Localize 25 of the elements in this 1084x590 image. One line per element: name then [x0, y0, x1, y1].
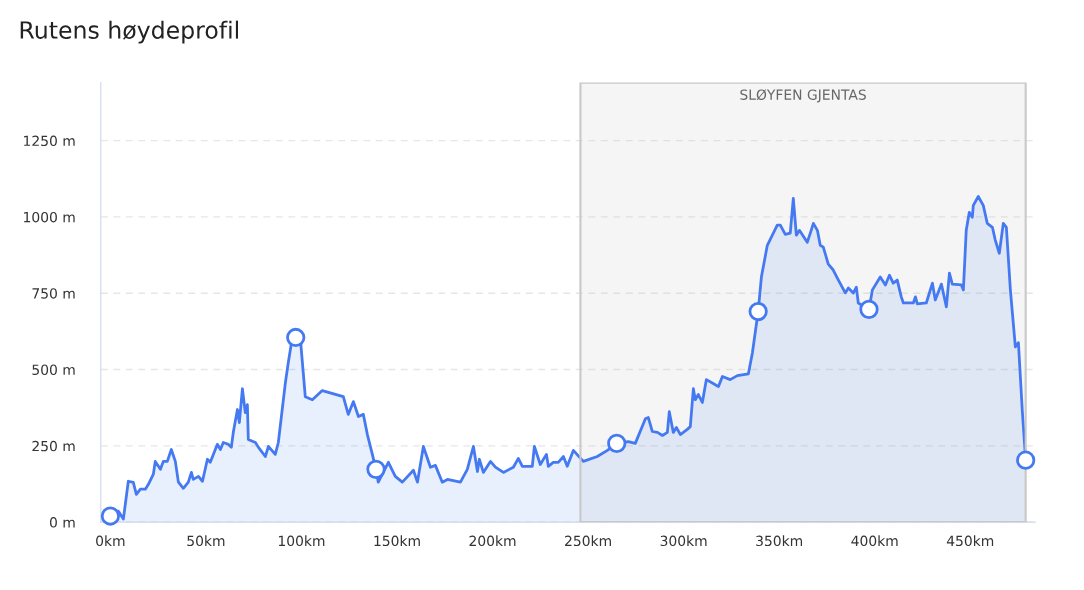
x-tick-label: 450km	[946, 535, 994, 547]
y-tick-label: 750 m	[32, 288, 75, 299]
x-tick-label: 250km	[565, 535, 611, 547]
point	[286, 327, 306, 348]
x-tick-label: 200km	[469, 535, 516, 547]
y-tick-label: 1000 m	[24, 211, 75, 223]
point	[1016, 450, 1036, 470]
x-tick-label: 350km	[756, 535, 803, 547]
point	[859, 299, 879, 319]
band-label: SLØYFEN GJENTAS	[740, 89, 866, 103]
point	[100, 506, 120, 526]
x-tick-label: 100km	[278, 535, 325, 547]
point	[366, 459, 386, 479]
point	[607, 433, 627, 453]
x-tick-label: 150km	[374, 535, 420, 547]
point	[748, 301, 768, 322]
x-tick-label: 300km	[660, 535, 707, 547]
y-tick-label: 0 m	[49, 517, 75, 528]
x-tick-label: 400km	[851, 535, 898, 547]
x-tick-label: 0km	[96, 535, 125, 547]
y-tick-label: 250 m	[32, 440, 75, 452]
chart-title: Rutens høydeprofil	[20, 20, 239, 44]
y-tick-label: 500 m	[32, 364, 75, 375]
y-tick-label: 1250 m	[24, 135, 75, 147]
x-tick-label: 50km	[187, 535, 225, 547]
